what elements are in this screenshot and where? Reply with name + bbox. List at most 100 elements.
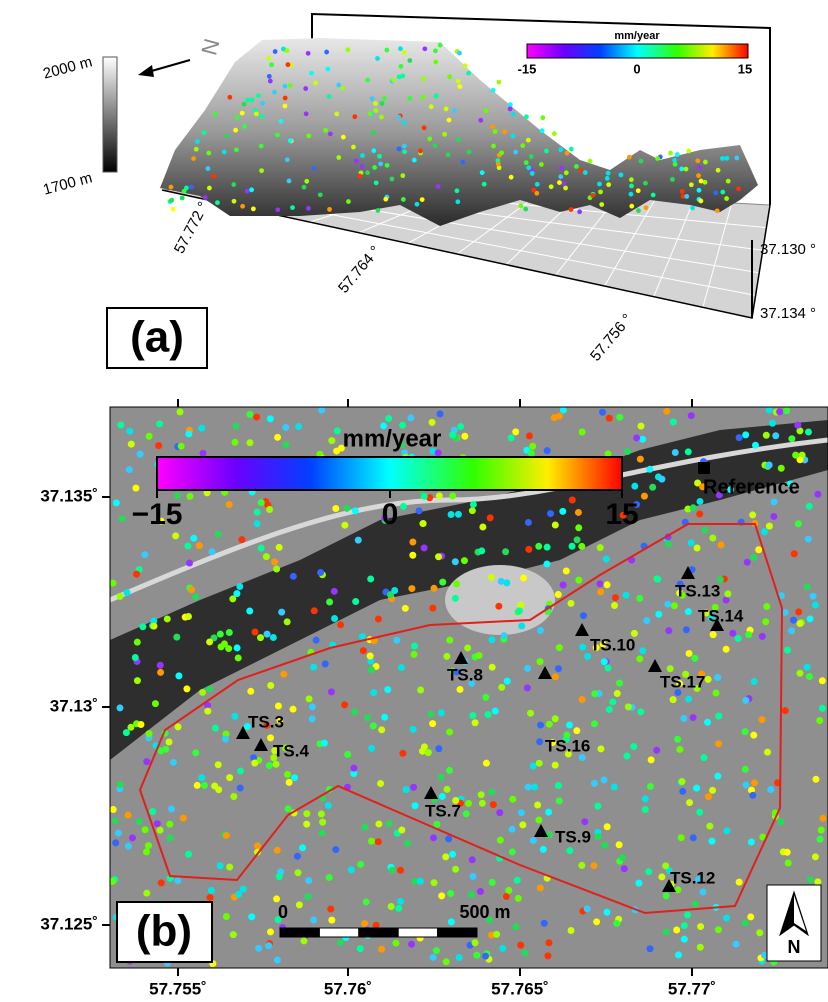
velocity-point <box>548 184 554 190</box>
velocity-point <box>812 775 820 783</box>
velocity-point <box>698 178 704 184</box>
velocity-point <box>590 779 598 787</box>
station-label: TS.8 <box>447 665 483 684</box>
velocity-point <box>361 920 369 928</box>
velocity-point <box>562 567 570 575</box>
velocity-point <box>358 633 366 641</box>
velocity-point <box>234 147 239 153</box>
velocity-point <box>626 154 632 160</box>
velocity-point <box>722 596 730 604</box>
velocity-point <box>624 703 632 711</box>
velocity-point <box>747 838 755 846</box>
velocity-point <box>332 846 340 854</box>
velocity-point <box>429 953 437 961</box>
velocity-point <box>442 853 450 861</box>
velocity-point <box>578 542 586 550</box>
velocity-point <box>502 548 510 556</box>
velocity-point <box>490 87 496 93</box>
velocity-point <box>306 205 311 211</box>
velocity-point <box>477 791 485 799</box>
velocity-point <box>325 66 331 72</box>
velocity-point <box>558 147 564 153</box>
velocity-point <box>715 712 723 720</box>
velocity-point <box>250 754 258 762</box>
velocity-point <box>724 196 729 201</box>
velocity-point <box>446 117 452 123</box>
velocity-point <box>284 805 292 813</box>
velocity-point <box>765 461 773 469</box>
base-grid <box>702 202 733 308</box>
velocity-point <box>551 131 557 137</box>
velocity-point <box>486 514 494 522</box>
velocity-point <box>637 708 645 716</box>
velocity-point <box>502 893 510 901</box>
velocity-point <box>675 951 683 959</box>
velocity-point <box>483 108 489 114</box>
velocity-point <box>396 146 402 152</box>
velocity-point <box>615 841 623 849</box>
velocity-point <box>454 188 460 194</box>
velocity-point <box>616 679 624 687</box>
velocity-point <box>777 464 785 472</box>
velocity-point <box>246 439 254 447</box>
velocity-point <box>354 158 359 164</box>
velocity-point <box>558 174 564 180</box>
velocity-point <box>709 786 717 794</box>
velocity-point <box>464 644 472 652</box>
velocity-point <box>357 173 363 179</box>
panel-label: (b) <box>136 907 192 956</box>
velocity-point <box>282 744 290 752</box>
velocity-point <box>272 49 278 54</box>
velocity-point <box>708 837 716 845</box>
velocity-point <box>543 543 551 551</box>
scale-segment <box>279 927 320 938</box>
velocity-point <box>293 852 301 860</box>
velocity-point <box>452 865 460 873</box>
velocity-point <box>324 801 332 809</box>
velocity-point <box>381 514 389 522</box>
velocity-point <box>816 835 824 843</box>
velocity-point <box>469 712 477 720</box>
velocity-point <box>221 735 229 743</box>
velocity-point <box>206 894 214 902</box>
velocity-point <box>535 759 543 767</box>
velocity-point <box>714 772 722 780</box>
velocity-point <box>157 879 165 887</box>
velocity-point <box>244 188 250 194</box>
velocity-point <box>699 483 707 491</box>
velocity-point <box>709 631 717 639</box>
station-label: TS.17 <box>660 672 705 691</box>
velocity-point <box>478 799 486 807</box>
velocity-point <box>761 951 769 959</box>
velocity-point <box>174 877 182 885</box>
velocity-point <box>696 164 702 170</box>
velocity-point <box>319 818 327 826</box>
velocity-point <box>693 544 701 552</box>
velocity-point <box>208 548 216 556</box>
velocity-point <box>253 520 261 528</box>
velocity-point <box>809 592 817 600</box>
velocity-point <box>690 205 695 211</box>
velocity-point <box>303 111 309 117</box>
velocity-point <box>150 617 158 625</box>
velocity-point <box>523 684 531 692</box>
velocity-point <box>273 565 281 573</box>
velocity-point <box>354 536 362 544</box>
velocity-point <box>478 117 484 123</box>
velocity-point <box>551 715 559 723</box>
velocity-point <box>817 826 825 834</box>
velocity-point <box>751 441 759 449</box>
velocity-point <box>711 603 719 611</box>
label-box <box>116 901 213 963</box>
velocity-point <box>200 781 208 789</box>
velocity-point <box>564 750 572 758</box>
velocity-point <box>796 427 804 435</box>
velocity-point <box>368 744 376 752</box>
velocity-point <box>578 695 586 703</box>
velocity-point <box>245 97 251 103</box>
velocity-point <box>272 89 277 95</box>
velocity-point <box>687 412 695 420</box>
velocity-point <box>457 50 462 56</box>
velocity-point <box>286 178 292 184</box>
velocity-point <box>630 742 638 750</box>
